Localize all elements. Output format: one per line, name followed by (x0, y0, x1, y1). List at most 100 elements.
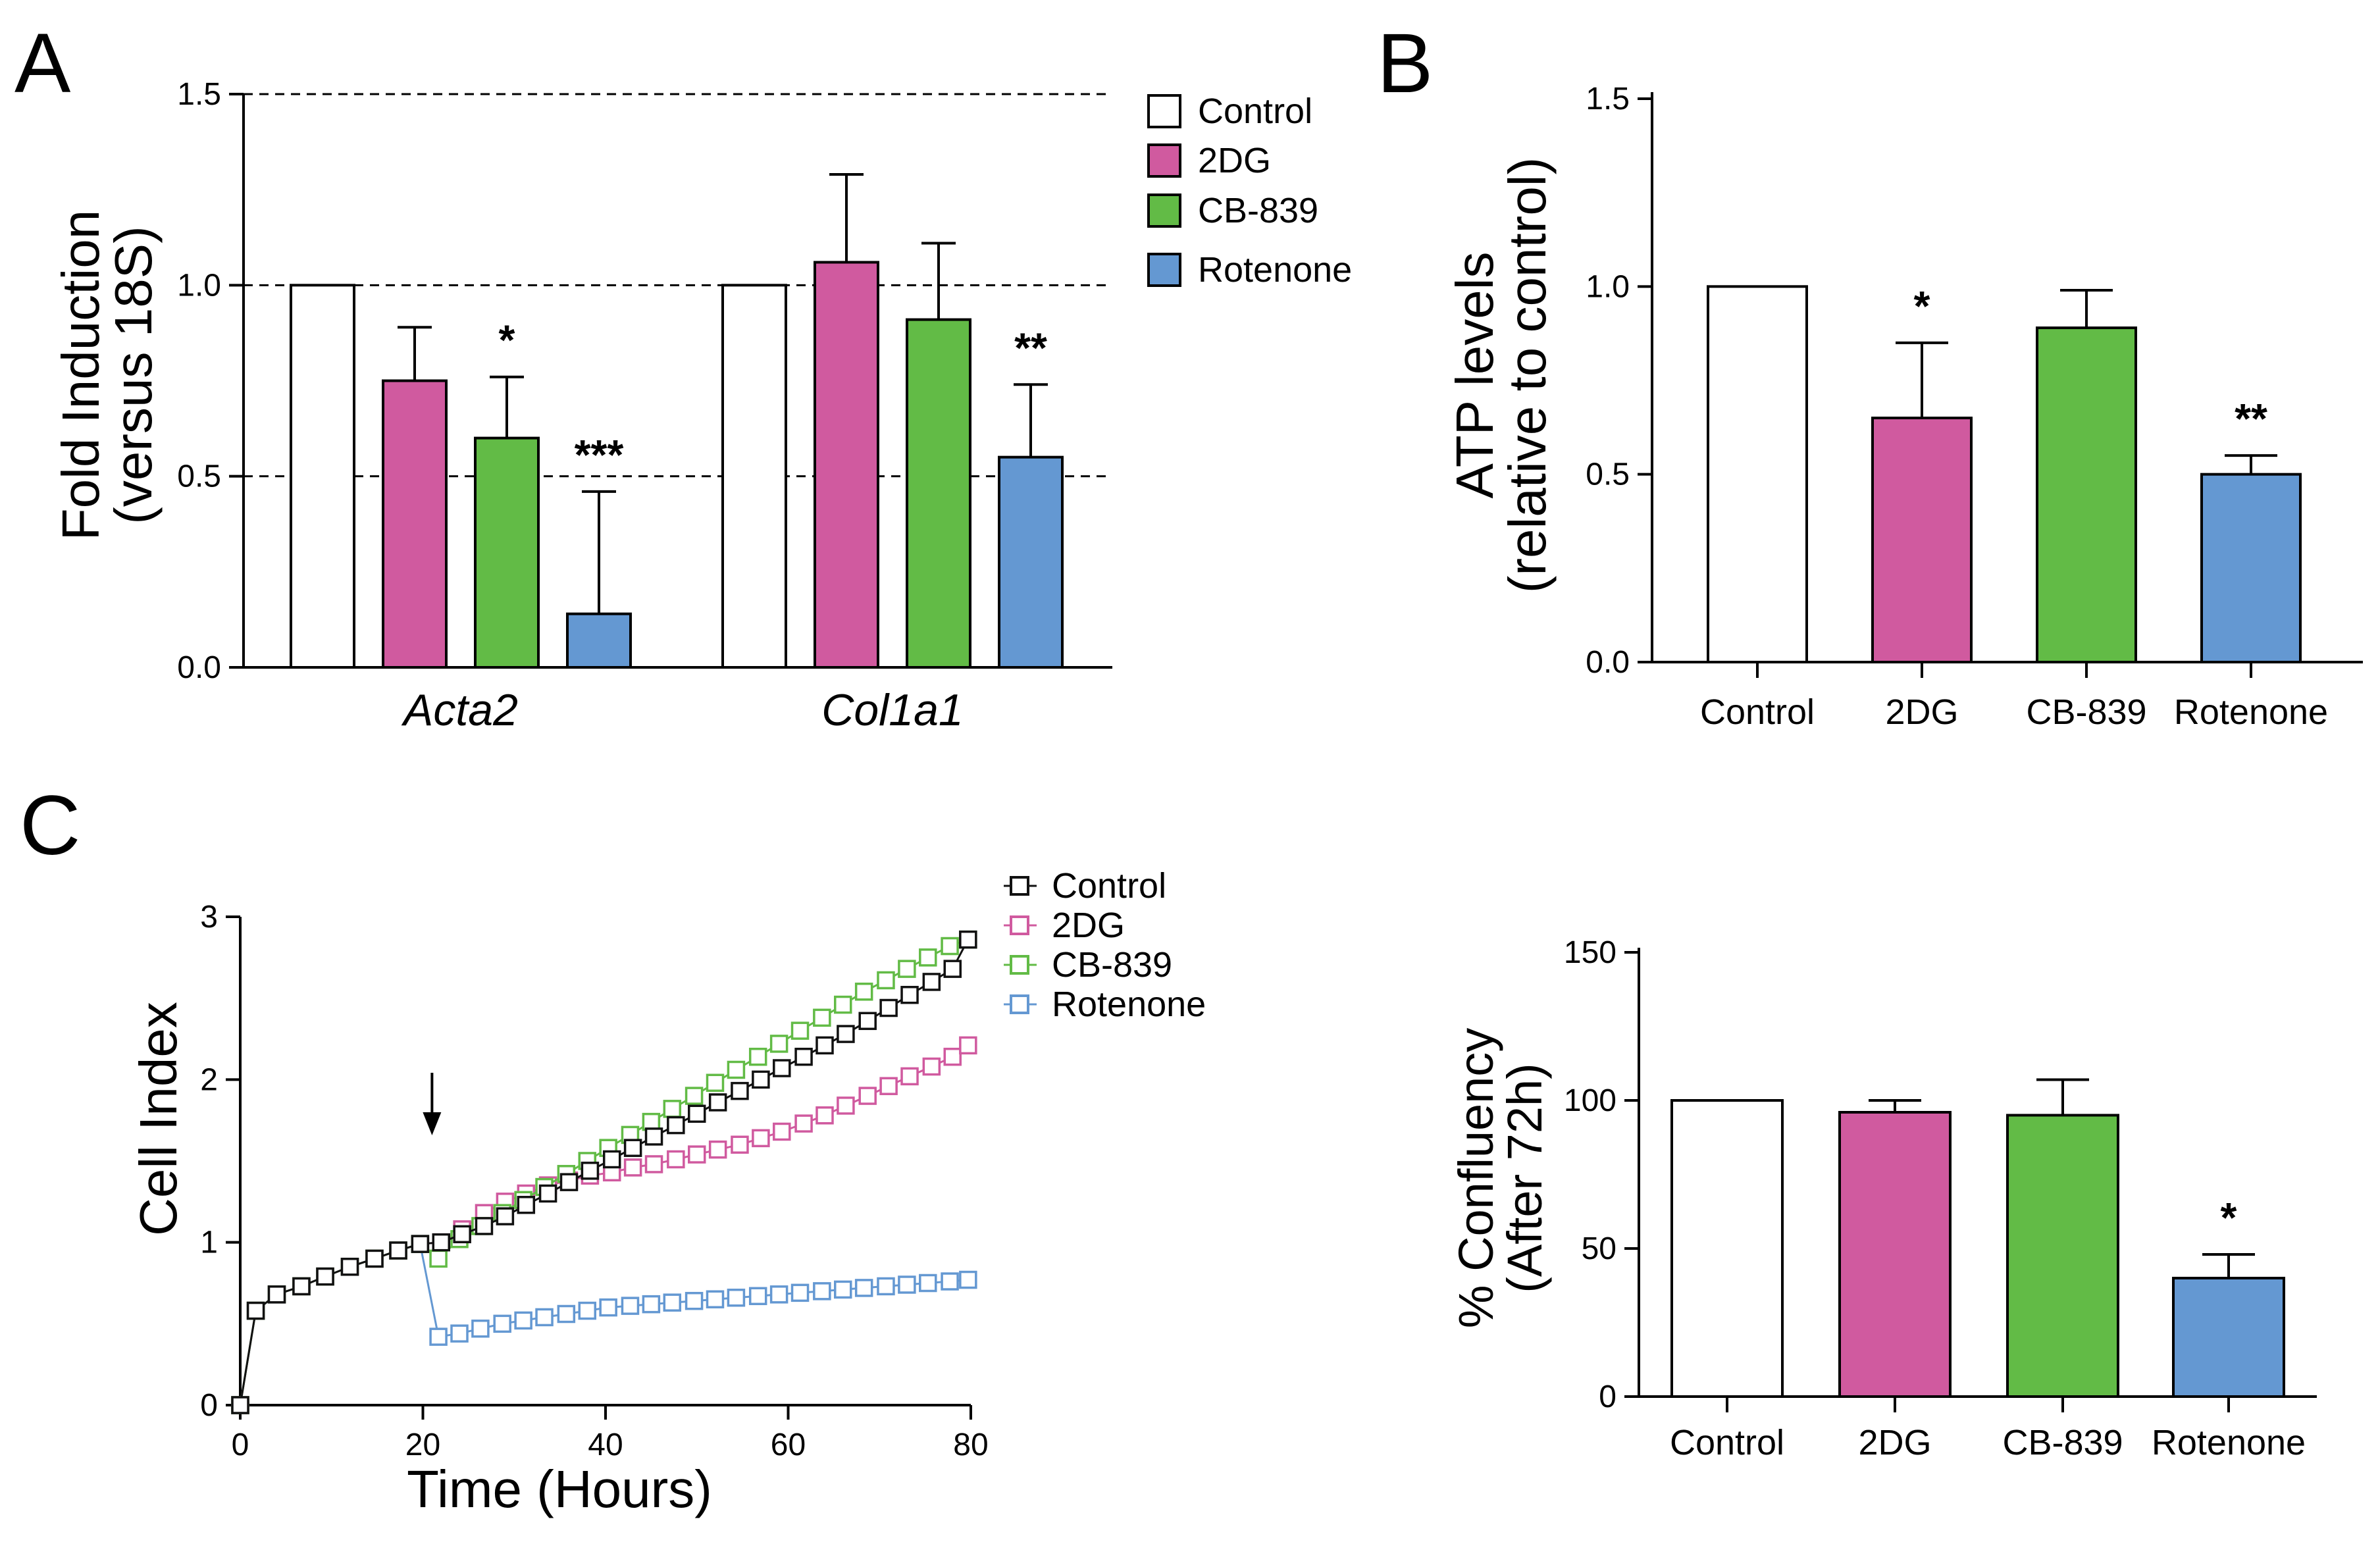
panel-c-point-2dg (879, 1077, 898, 1095)
panel-a-bar-col1a1-2dg (814, 261, 879, 669)
panel-c-bar-y-tick-label: 50 (1582, 1231, 1617, 1266)
panel-c-point-rotenone (578, 1301, 596, 1320)
panel-b-bar-2dg (1871, 417, 1973, 663)
panel-a-y-tick-label: 1.5 (177, 77, 221, 112)
panel-a-bar-col1a1-control (721, 284, 787, 669)
panel-a-ylabel-1: Fold Induction (51, 210, 110, 541)
panel-b-chart: 0.0 0.5 1.0 1.5 Control * 2DG CB-839 ** Rotenone (1586, 82, 2363, 732)
panel-c-point-control (246, 1301, 265, 1320)
panel-c-point-cb-839 (706, 1073, 725, 1093)
panel-c-point-cb-839 (685, 1087, 704, 1105)
panel-c-point-2dg (644, 1155, 663, 1173)
panel-c-point-2dg (922, 1057, 941, 1076)
panel-c-y-tick-label: 1 (200, 1225, 218, 1260)
panel-c-point-rotenone (621, 1297, 640, 1315)
panel-c-point-control (644, 1127, 663, 1146)
panel-c-point-cb-839 (854, 983, 873, 1001)
panel-c-point-rotenone (941, 1272, 959, 1291)
panel-a-bar-acta2-2dg (382, 379, 448, 669)
panel-c-y-tick-label: 2 (200, 1062, 218, 1097)
legend-c-label-cb839: CB-839 (1052, 945, 1172, 985)
panel-c-legend: Control 2DG CB-839 Rotenone (1004, 866, 1206, 1024)
panel-c-point-cb-839 (877, 971, 895, 990)
panel-c-point-control (837, 1025, 855, 1043)
panel-c-point-2dg (773, 1122, 791, 1141)
panel-c-point-rotenone (748, 1287, 767, 1306)
panel-a-category-col1a1: Col1a1 (821, 685, 964, 735)
panel-b-bar-cb-839 (2036, 326, 2137, 663)
panel-c-arrow-head (423, 1112, 442, 1135)
panel-a-y-tick-label: 0.5 (177, 459, 221, 494)
panel-c-point-cb-839 (898, 960, 916, 978)
panel-c-bar-ylabel-2: (After 72h) (1497, 1063, 1552, 1293)
panel-c-x-tick-label: 40 (588, 1428, 623, 1462)
panel-c-ylabel: Cell Index (129, 1002, 188, 1236)
panel-c-point-2dg (858, 1087, 877, 1105)
panel-c-point-2dg (623, 1158, 642, 1177)
panel-c-line-chart: 0 1 2 3 0 20 40 60 80 (200, 900, 988, 1462)
panel-c-point-rotenone (959, 1270, 977, 1289)
panel-c-xlabel: Time (Hours) (407, 1460, 712, 1518)
panel-c-point-control (267, 1285, 286, 1304)
panel-c-point-cb-839 (727, 1060, 746, 1079)
panel-c-point-cb-839 (834, 995, 852, 1014)
panel-c-point-rotenone (877, 1277, 895, 1296)
panel-a-y-tick-label: 1.0 (177, 268, 221, 303)
panel-c-point-cb-839 (663, 1100, 682, 1118)
panel-c-x-tick-label: 80 (953, 1428, 988, 1462)
panel-c-point-rotenone (663, 1293, 682, 1312)
panel-c-point-rotenone (769, 1285, 789, 1304)
panel-c-x-tick-label: 20 (405, 1428, 440, 1462)
panel-c-point-control (559, 1173, 579, 1191)
panel-b-y-tick-label: 1.5 (1586, 82, 1630, 116)
panel-c-point-rotenone (642, 1295, 661, 1314)
panel-c-point-rotenone (834, 1280, 852, 1299)
panel-c-point-rotenone (557, 1304, 576, 1324)
panel-b-category-cb-839: CB-839 (2026, 692, 2146, 732)
panel-c-point-control (708, 1093, 727, 1112)
panel-a-bar-acta2-cb-839 (474, 436, 540, 669)
legend-c-label-2dg: 2DG (1052, 906, 1125, 945)
panel-c-point-2dg (667, 1150, 685, 1169)
panel-c-point-control (858, 1012, 877, 1031)
panel-c-bar-bar-rotenone (2172, 1277, 2285, 1398)
panel-c-point-control (667, 1116, 685, 1135)
legend-swatch-cb839 (1147, 193, 1181, 228)
panel-c-bar-y-tick-label: 0 (1599, 1379, 1617, 1414)
panel-a-significance: ** (1014, 324, 1047, 371)
panel-c-point-cb-839 (748, 1047, 767, 1066)
panel-c-point-cb-839 (813, 1008, 831, 1027)
panel-c-point-2dg (959, 1036, 977, 1055)
panel-c-point-rotenone (919, 1274, 937, 1293)
legend-c-marker-rotenone (1010, 994, 1029, 1014)
panel-letter-a: A (14, 16, 71, 111)
panel-c-point-rotenone (706, 1290, 725, 1308)
panel-c-point-2dg (688, 1145, 706, 1164)
panel-c-bar-significance: * (2221, 1194, 2237, 1241)
panel-c-point-control (602, 1150, 621, 1169)
panel-c-point-control (581, 1162, 600, 1180)
panel-c-point-2dg (731, 1135, 749, 1154)
panel-b-significance: * (1914, 282, 1930, 330)
legend-c-label-rotenone: Rotenone (1052, 985, 1206, 1024)
legend-c-marker-control (1010, 876, 1029, 896)
panel-c-point-control (365, 1249, 384, 1268)
legend-swatch-2dg (1147, 143, 1181, 178)
panel-c-point-2dg (752, 1129, 770, 1148)
panel-c-point-control (538, 1184, 557, 1203)
panel-a-bar-acta2-control (290, 284, 355, 669)
panel-c-point-control (475, 1217, 494, 1235)
legend-c-marker-cb839 (1010, 955, 1029, 975)
panel-a-legend: Control 2DG CB-839 Rotenone (1147, 91, 1352, 290)
panel-c-point-control (900, 985, 919, 1004)
panel-c-point-rotenone (535, 1308, 554, 1327)
panel-c-point-rotenone (813, 1282, 831, 1300)
panel-c-point-control (432, 1233, 450, 1252)
panel-c-point-cb-839 (642, 1112, 661, 1131)
panel-b-bar-control (1707, 285, 1808, 664)
panel-c-y-tick-label: 0 (200, 1388, 218, 1423)
panel-b-category-rotenone: Rotenone (2174, 692, 2328, 732)
panel-c-bar-category-rotenone: Rotenone (2152, 1423, 2306, 1462)
panel-c-point-cb-839 (919, 948, 937, 967)
